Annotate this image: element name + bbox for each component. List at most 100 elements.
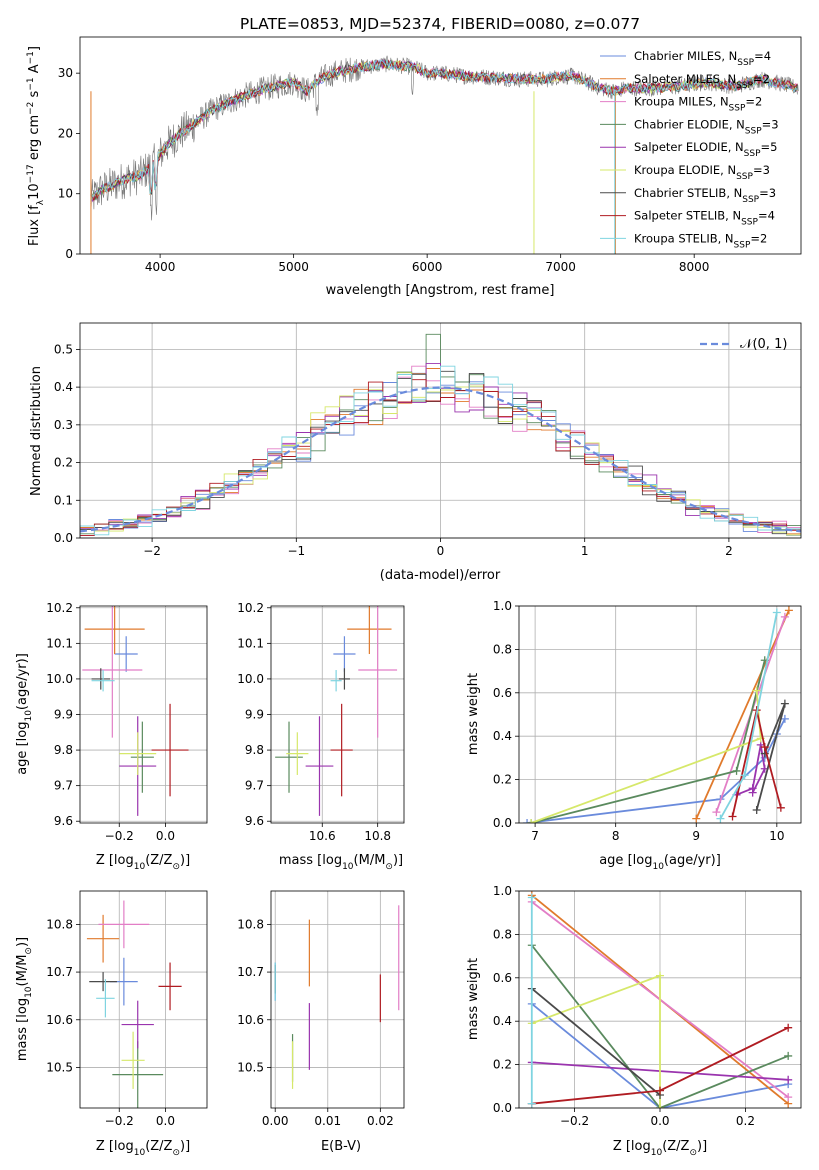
x-axis-label: Z [log10(Z/Z⊙)] [96, 1139, 190, 1158]
weight-marker [656, 1104, 664, 1108]
y-tick-label: 10.1 [237, 636, 264, 650]
weight-marker [728, 812, 737, 821]
weight-marker [692, 814, 701, 823]
y-tick-label: 20 [58, 126, 73, 140]
y-tick-label: 9.7 [245, 779, 264, 793]
x-tick-label: 0.0 [156, 1114, 175, 1128]
y-tick-label: 0.2 [493, 1058, 512, 1072]
plot-area [527, 891, 793, 1108]
x-axis-label: (data-model)/error [380, 568, 501, 583]
plot-area [80, 333, 801, 538]
legend: Chabrier MILES, NSSP=4 Salpeter MILES, NS… [600, 49, 779, 250]
figure-title: PLATE=0853, MJD=52374, FIBERID=0080, z=0… [240, 15, 640, 33]
x-tick-label: 6000 [412, 260, 443, 274]
axes-spectrum: 4000 5000 6000 7000 8000 0 10 20 30 wavelength [A… [26, 36, 802, 298]
x-axis-label: Z [log10(Z/Z⊙)] [96, 853, 190, 872]
weight-marker [784, 1023, 793, 1032]
x-tick-label: 8000 [679, 260, 710, 274]
x-tick-label: −0.2 [105, 1114, 134, 1128]
legend-label: Kroupa ELODIE, NSSP=3 [634, 163, 770, 182]
y-tick-label: 0.0 [493, 1101, 512, 1115]
y-tick-label: 10.6 [46, 1013, 73, 1027]
x-tick-label: −0.2 [105, 829, 134, 843]
axes-residuals: −2 −1 0 1 2 0.0 0.1 0.2 0.3 0.4 0.5 (data-model)/er… [29, 322, 802, 583]
x-tick-label: 10.8 [364, 829, 391, 843]
y-tick-label: 0.8 [493, 642, 512, 656]
x-tick-label: 9 [692, 829, 700, 843]
weight-line [530, 690, 762, 823]
y-tick-label: 9.7 [54, 779, 73, 793]
y-tick-label: 9.6 [245, 814, 264, 828]
y-tick-label: 0.1 [54, 493, 73, 507]
x-tick-label: −2 [143, 544, 161, 558]
weight-marker [784, 606, 793, 615]
legend-label: Chabrier ELODIE, NSSP=3 [634, 117, 779, 136]
weight-marker [748, 788, 757, 797]
residual-histogram [80, 365, 801, 538]
y-tick-label: 30 [58, 66, 73, 80]
axes-frame [270, 605, 405, 824]
weight-line [531, 944, 789, 1108]
weight-marker [752, 686, 761, 695]
x-tick-label: 0.2 [736, 1114, 755, 1128]
y-tick-label: 10.8 [46, 917, 73, 931]
y-tick-label: 10.6 [237, 1013, 264, 1027]
weight-marker [776, 803, 785, 812]
y-tick-label: 10.5 [237, 1060, 264, 1074]
weight-marker [752, 805, 761, 814]
y-tick-label: 10.0 [237, 672, 264, 686]
weight-marker [523, 819, 532, 823]
weight-line [731, 710, 782, 817]
x-tick-label: 1 [581, 544, 589, 558]
weight-marker [656, 1086, 664, 1095]
weight-marker [760, 743, 769, 752]
y-tick-label: 0.6 [493, 971, 512, 985]
y-tick-label: 10.0 [46, 672, 73, 686]
weight-marker [784, 1075, 793, 1084]
weight-marker [740, 771, 749, 780]
x-tick-label: 0.01 [314, 1114, 341, 1128]
weight-marker [784, 1051, 793, 1060]
legend-label: Kroupa MILES, NSSP=2 [634, 95, 762, 114]
x-tick-label: 8 [612, 829, 620, 843]
weight-line [531, 1003, 789, 1108]
model-spectrum-line [90, 59, 798, 205]
y-tick-label: 9.6 [54, 814, 73, 828]
x-tick-label: 10.6 [309, 829, 336, 843]
legend-label: Salpeter MILES, NSSP=2 [634, 72, 770, 91]
axes-weight_vs_Z: −0.2 0.0 0.2 0.0 0.2 0.4 0.6 0.8 1.0 Z [log10(Z/Z… [466, 884, 802, 1158]
x-axis-label: E(B-V) [321, 1139, 361, 1154]
y-axis-label: mass weight [466, 673, 481, 755]
x-tick-label: 5000 [278, 260, 309, 274]
weight-marker [780, 714, 789, 723]
x-tick-label: −1 [287, 544, 305, 558]
y-tick-label: 0.0 [493, 816, 512, 830]
y-tick-label: 10.7 [237, 965, 264, 979]
y-tick-label: 0.3 [54, 418, 73, 432]
plot-area [82, 606, 189, 816]
legend-label: 𝒩(0, 1) [740, 337, 787, 352]
y-tick-label: 0.6 [493, 686, 512, 700]
x-axis-label: Z [log10(Z/Z⊙)] [613, 1139, 707, 1158]
weight-marker [772, 608, 781, 617]
x-axis-label: wavelength [Angstrom, rest frame] [326, 283, 555, 298]
weight-marker [527, 819, 536, 823]
y-axis-label: mass weight [466, 958, 481, 1040]
plot-area [275, 606, 398, 816]
y-tick-label: 10 [58, 187, 73, 201]
normal-reference-curve [80, 386, 801, 533]
weight-line [695, 609, 790, 820]
y-tick-label: 9.8 [54, 743, 73, 757]
weight-marker [712, 808, 721, 817]
y-tick-label: 1.0 [493, 599, 512, 613]
y-tick-label: 10.2 [237, 601, 264, 615]
y-axis-label: mass [log10(M/M⊙)] [15, 937, 34, 1061]
axes-frame [79, 36, 802, 255]
x-tick-label: 7000 [545, 260, 576, 274]
y-tick-label: 0.0 [54, 531, 73, 545]
plot-area [86, 900, 182, 1108]
x-tick-label: 0.0 [650, 1114, 669, 1128]
axes-frame [79, 605, 208, 824]
